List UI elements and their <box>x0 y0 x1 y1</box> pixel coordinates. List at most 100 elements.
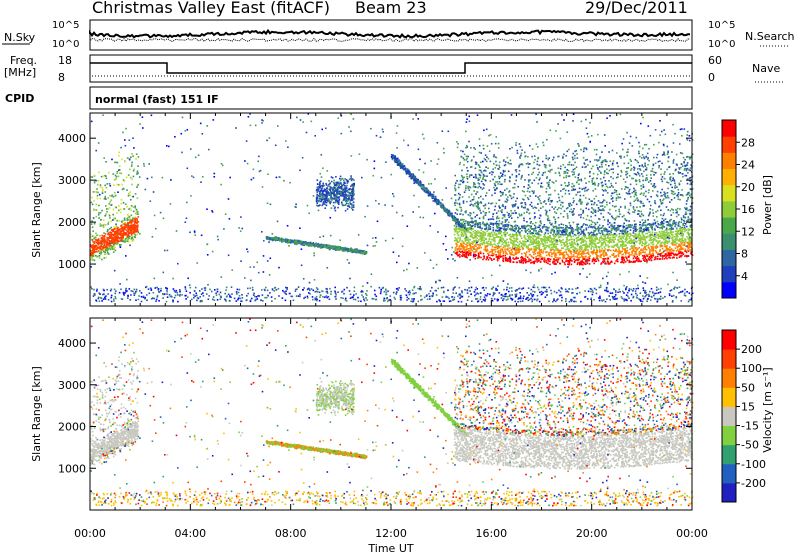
data-point <box>310 243 312 245</box>
data-point <box>548 157 550 159</box>
data-point <box>560 250 562 252</box>
data-point <box>131 162 133 164</box>
data-point <box>133 170 135 172</box>
data-point <box>532 223 534 225</box>
data-point <box>103 236 105 238</box>
data-point <box>649 249 651 251</box>
data-point <box>486 231 488 233</box>
data-point <box>558 207 560 209</box>
data-point <box>392 155 394 157</box>
data-point <box>573 164 575 166</box>
data-point <box>642 219 644 221</box>
data-point <box>483 253 485 255</box>
data-point <box>131 228 133 230</box>
data-point <box>322 205 324 207</box>
data-point <box>364 251 366 253</box>
data-point <box>609 237 611 239</box>
data-point <box>116 220 118 222</box>
data-point <box>103 240 105 242</box>
data-point <box>654 183 656 185</box>
data-point <box>91 246 93 248</box>
data-point <box>117 171 119 173</box>
data-point <box>490 161 492 163</box>
data-point <box>423 186 425 188</box>
data-point <box>485 170 487 172</box>
data-point <box>126 206 128 208</box>
data-point <box>536 261 538 263</box>
data-point <box>288 240 290 242</box>
data-point <box>592 212 594 214</box>
data-point <box>664 258 666 260</box>
data-point <box>473 147 475 149</box>
data-point <box>580 217 582 219</box>
data-point <box>105 196 107 198</box>
data-point <box>477 180 479 182</box>
data-point <box>133 176 135 178</box>
data-point <box>114 228 116 230</box>
data-point <box>629 252 631 254</box>
data-point <box>547 220 549 222</box>
data-point <box>462 179 464 181</box>
data-point <box>555 223 557 225</box>
data-point <box>345 187 347 189</box>
data-point <box>660 168 662 170</box>
data-point <box>347 182 349 184</box>
data-point <box>322 192 324 194</box>
data-point <box>586 159 588 161</box>
data-point <box>336 246 338 248</box>
data-point <box>97 239 99 241</box>
data-point <box>646 245 648 247</box>
data-point <box>625 181 627 183</box>
data-point <box>606 202 608 204</box>
data-point <box>112 234 114 236</box>
data-point <box>404 168 406 170</box>
data-point <box>546 177 548 179</box>
data-point <box>671 208 673 210</box>
data-point <box>118 230 120 232</box>
data-point <box>340 192 342 194</box>
data-point <box>344 189 346 191</box>
data-point <box>351 192 353 194</box>
data-point <box>578 257 580 259</box>
data-point <box>628 234 630 236</box>
data-point <box>666 229 668 231</box>
data-point <box>107 223 109 225</box>
data-point <box>120 209 122 211</box>
data-point <box>118 205 120 207</box>
data-point <box>664 255 666 257</box>
data-point <box>108 222 110 224</box>
data-point <box>455 247 457 249</box>
data-point <box>134 236 136 238</box>
data-point <box>654 232 656 234</box>
data-point <box>621 172 623 174</box>
data-point <box>338 188 340 190</box>
data-point <box>92 235 94 237</box>
power-scatter <box>90 113 694 303</box>
data-point <box>672 177 674 179</box>
data-point <box>662 258 664 260</box>
data-point <box>333 202 335 204</box>
data-point <box>122 184 124 186</box>
data-point <box>643 230 645 232</box>
data-point <box>604 242 606 244</box>
data-point <box>661 189 663 191</box>
data-point <box>471 166 473 168</box>
data-point <box>471 204 473 206</box>
data-point <box>561 244 563 246</box>
data-point <box>612 178 614 180</box>
data-point <box>456 226 458 228</box>
data-point <box>626 242 628 244</box>
data-point <box>414 179 416 181</box>
data-point <box>655 162 657 164</box>
data-point <box>495 223 497 225</box>
data-point <box>662 218 664 220</box>
data-point <box>319 204 321 206</box>
data-point <box>106 187 108 189</box>
data-point <box>109 245 111 247</box>
data-point <box>113 217 115 219</box>
data-point <box>272 237 274 239</box>
data-point <box>116 173 118 175</box>
data-point <box>331 187 333 189</box>
data-point <box>508 171 510 173</box>
data-point <box>600 246 602 248</box>
